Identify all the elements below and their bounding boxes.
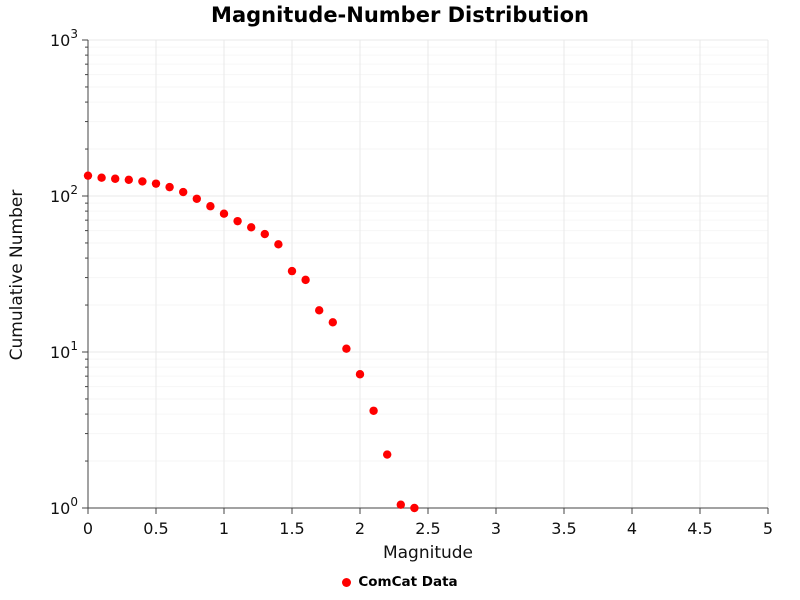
x-tick-label: 1 (219, 519, 229, 538)
chart-title: Magnitude-Number Distribution (211, 3, 589, 27)
legend: ComCat Data (0, 574, 800, 590)
data-point (383, 450, 392, 459)
y-tick-label: 102 (50, 183, 78, 206)
data-point (410, 503, 419, 513)
data-point (355, 370, 365, 379)
legend-label: ComCat Data (358, 574, 458, 590)
data-point (165, 182, 174, 192)
data-point (247, 223, 256, 232)
data-point (369, 406, 378, 415)
data-point (179, 187, 188, 197)
data-point (233, 216, 242, 226)
data-point (138, 177, 147, 186)
data-point (328, 318, 337, 327)
x-tick-label: 3.5 (551, 519, 576, 538)
y-tick-label: 103 (50, 27, 78, 50)
data-point (287, 266, 297, 276)
x-tick-label: 2.5 (415, 519, 440, 538)
data-point (260, 229, 269, 239)
data-point (219, 209, 229, 218)
data-point (124, 175, 133, 185)
x-tick-label: 4 (627, 519, 637, 538)
x-tick-label: 1.5 (279, 519, 304, 538)
x-axis-label: Magnitude (382, 543, 474, 563)
y-tick-label: 101 (50, 339, 78, 362)
legend-marker-icon (342, 577, 352, 587)
data-point (206, 202, 215, 211)
data-point (396, 500, 405, 509)
data-point (83, 171, 93, 180)
data-point (342, 344, 351, 353)
y-tick-label: 100 (50, 495, 78, 518)
data-point (315, 306, 324, 315)
x-tick-label: 4.5 (687, 519, 712, 538)
data-point (151, 179, 161, 188)
y-axis-label: Cumulative Number (7, 189, 27, 361)
x-tick-label: 2 (355, 519, 365, 538)
x-tick-label: 0.5 (143, 519, 168, 538)
data-point (111, 174, 120, 183)
data-point (192, 194, 201, 203)
data-point (97, 173, 106, 182)
data-point (274, 240, 283, 249)
x-tick-label: 3 (491, 519, 501, 538)
x-tick-label: 0 (83, 519, 93, 538)
data-point (301, 275, 310, 285)
x-tick-label: 5 (763, 519, 773, 538)
